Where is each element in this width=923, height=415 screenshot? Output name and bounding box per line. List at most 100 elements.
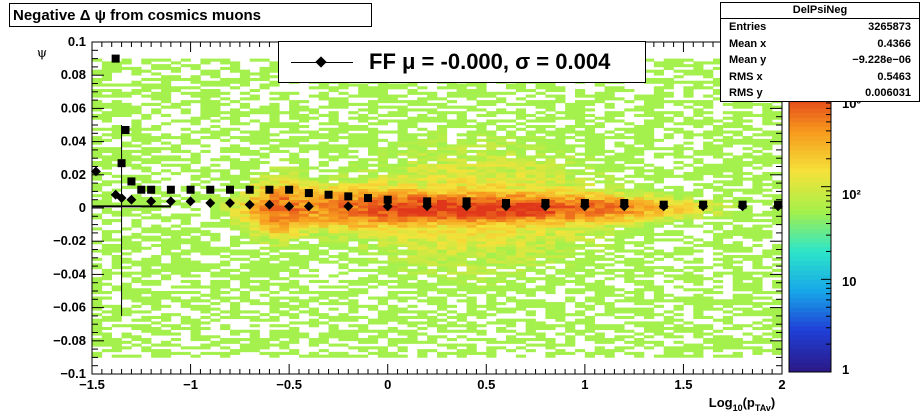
heatmap-cell (101, 69, 113, 73)
heatmap-cells (92, 58, 783, 358)
heatmap-cell (318, 249, 329, 253)
heatmap-cell (111, 288, 122, 292)
heatmap-cell (584, 155, 596, 159)
heatmap-cell (289, 219, 300, 223)
heatmap-cell (732, 199, 743, 203)
heatmap-cell (466, 232, 477, 236)
heatmap-cell (565, 155, 576, 159)
heatmap-cell (555, 260, 566, 264)
heatmap-cell (190, 279, 201, 283)
heatmap-cell (614, 224, 625, 228)
heatmap-cell (535, 188, 546, 192)
heatmap-cell (663, 318, 674, 322)
heatmap-cell (161, 227, 172, 231)
heatmap-cell (713, 299, 724, 303)
heatmap-cell (525, 277, 536, 281)
heatmap-cell (161, 313, 172, 317)
heatmap-cell (328, 219, 339, 223)
heatmap-cell (249, 288, 260, 292)
heatmap-cell (358, 125, 369, 129)
heatmap-cell (210, 279, 221, 283)
heatmap-cell (673, 277, 684, 281)
heatmap-cell (742, 188, 753, 192)
heatmap-cell (338, 199, 349, 203)
heatmap-cell (614, 299, 625, 303)
heatmap-cell (397, 268, 408, 272)
heatmap-cell (506, 260, 517, 264)
heatmap-cell (338, 194, 349, 198)
heatmap-cell (417, 227, 428, 231)
heatmap-cell (594, 205, 605, 209)
heatmap-cell (279, 166, 290, 170)
heatmap-cell (358, 230, 369, 234)
heatmap-cell (239, 293, 251, 297)
heatmap-cell (575, 169, 586, 173)
heatmap-cell (762, 310, 773, 314)
heatmap-cell (762, 271, 773, 275)
heatmap-cell (742, 191, 753, 195)
heatmap-cell (289, 279, 300, 283)
heatmap-cell (417, 249, 428, 253)
heatmap-cell (683, 252, 694, 256)
heatmap-cell (249, 199, 260, 203)
heatmap-cell (545, 219, 556, 223)
heatmap-cell (210, 111, 221, 115)
heatmap-cell (318, 315, 329, 319)
heatmap-cell (575, 183, 586, 187)
heatmap-cell (713, 147, 724, 151)
heatmap-cell (299, 177, 310, 181)
heatmap-cell (407, 340, 418, 344)
heatmap-cell (111, 64, 122, 68)
heatmap-cell (742, 302, 753, 306)
heatmap-cell (466, 166, 477, 170)
heatmap-cell (535, 177, 546, 181)
heatmap-cell (437, 241, 448, 245)
heatmap-cell (111, 255, 122, 259)
heatmap-cell (111, 318, 122, 322)
heatmap-cell (752, 321, 763, 325)
heatmap-cell (634, 199, 645, 203)
heatmap-cell (417, 208, 428, 212)
heatmap-cell (407, 116, 418, 120)
heatmap-cell (486, 346, 497, 350)
heatmap-cell (555, 216, 566, 220)
heatmap-cell (427, 91, 438, 95)
heatmap-cell (683, 177, 694, 181)
heatmap-cell (190, 141, 201, 145)
heatmap-cell (525, 279, 536, 283)
heatmap-cell (673, 160, 684, 165)
heatmap-cell (220, 351, 231, 355)
heatmap-cell (604, 288, 615, 292)
heatmap-cell (407, 174, 418, 178)
heatmap-cell (377, 210, 389, 214)
heatmap-cell (190, 130, 201, 134)
heatmap-cell (348, 169, 359, 173)
heatmap-cell (644, 105, 655, 109)
heatmap-cell (368, 338, 379, 342)
heatmap-cell (111, 210, 122, 214)
heatmap-cell (259, 230, 270, 234)
heatmap-cell (289, 183, 300, 187)
heatmap-cell (101, 221, 113, 225)
heatmap-cell (515, 249, 527, 253)
heatmap-cell (752, 271, 763, 275)
heatmap-cell (752, 160, 763, 165)
heatmap-cell (584, 202, 596, 206)
heatmap-cell (92, 185, 103, 189)
heatmap-cell (368, 252, 379, 256)
heatmap-cell (377, 227, 389, 231)
heatmap-cell (131, 232, 142, 236)
heatmap-cell (722, 315, 734, 319)
heatmap-cell (417, 180, 428, 184)
heatmap-cell (92, 94, 103, 98)
heatmap-cell (486, 202, 497, 206)
heatmap-cell (565, 219, 576, 223)
heatmap-cell (604, 199, 615, 203)
heatmap-cell (377, 91, 389, 95)
heatmap-cell (437, 185, 448, 189)
heatmap-cell (161, 332, 172, 336)
heatmap-cell (417, 243, 428, 248)
heatmap-cell (279, 324, 290, 328)
heatmap-cell (161, 249, 172, 253)
heatmap-cell (131, 91, 142, 95)
